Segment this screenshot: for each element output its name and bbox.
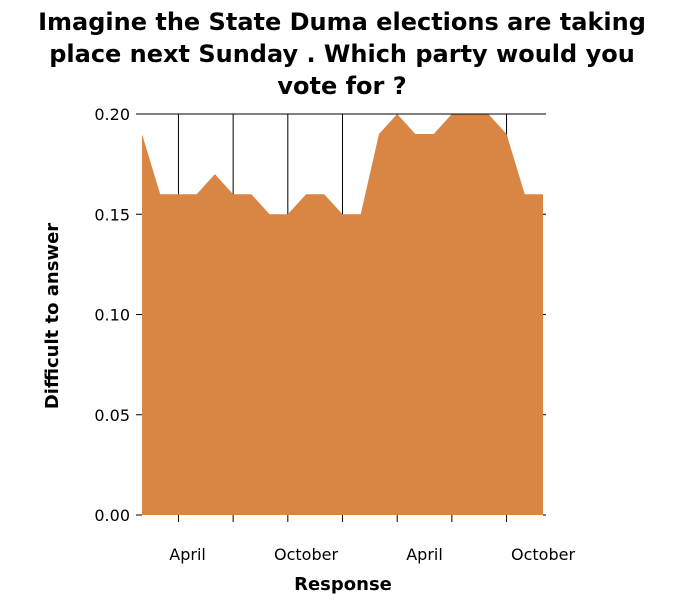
y-axis: 0.00 0.05 0.10 0.15 0.20	[94, 105, 546, 525]
area-series	[142, 114, 543, 515]
y-axis-title: Difficult to answer	[42, 223, 63, 409]
y-tick-label: 0.00	[94, 506, 130, 525]
y-tick-label: 0.15	[94, 205, 130, 224]
y-tick-label: 0.20	[94, 105, 130, 124]
x-axis: April October April October	[169, 515, 575, 564]
y-tick-label: 0.10	[94, 306, 130, 325]
x-tick-label: April	[406, 545, 443, 564]
y-tick-label: 0.05	[94, 406, 130, 425]
area-fill	[142, 114, 543, 515]
x-axis-title: Response	[294, 574, 392, 595]
x-tick-label: April	[169, 545, 206, 564]
x-tick-label: October	[511, 545, 575, 564]
x-tick-label: October	[274, 545, 338, 564]
chart-title: Imagine the State Duma elections are tak…	[38, 8, 646, 100]
